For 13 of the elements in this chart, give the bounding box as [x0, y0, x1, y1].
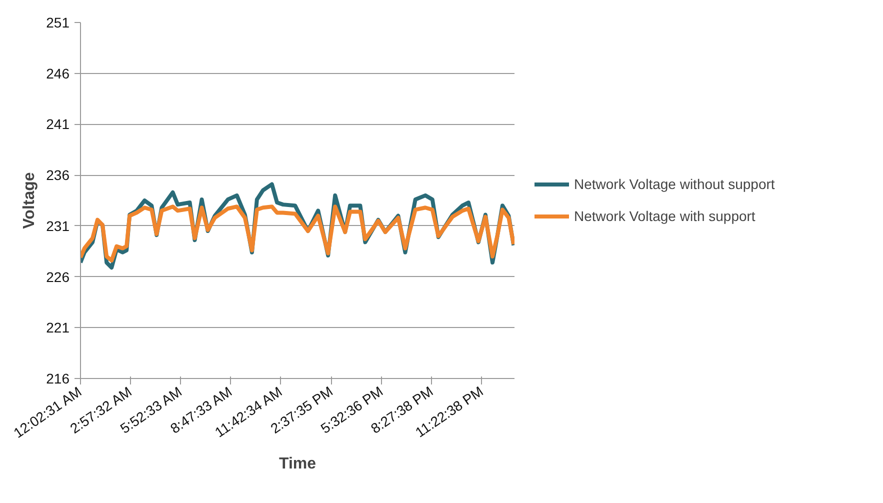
line-series	[80, 204, 514, 263]
y-tick-label: 226	[46, 268, 70, 285]
y-tick-label: 246	[46, 65, 70, 82]
y-axis-title: Voltage	[21, 172, 38, 229]
y-tick-label: 231	[46, 218, 70, 234]
y-tick-label: 216	[46, 370, 70, 386]
y-tick-label: 221	[46, 320, 70, 336]
y-tick-label: 236	[46, 167, 70, 184]
y-tick-label: 241	[46, 116, 70, 132]
legend-label: Network Voltage with support	[574, 208, 756, 224]
y-tick-label: 251	[46, 14, 70, 30]
legend-label: Network Voltage without support	[574, 176, 775, 192]
x-axis-title: Time	[278, 456, 316, 473]
